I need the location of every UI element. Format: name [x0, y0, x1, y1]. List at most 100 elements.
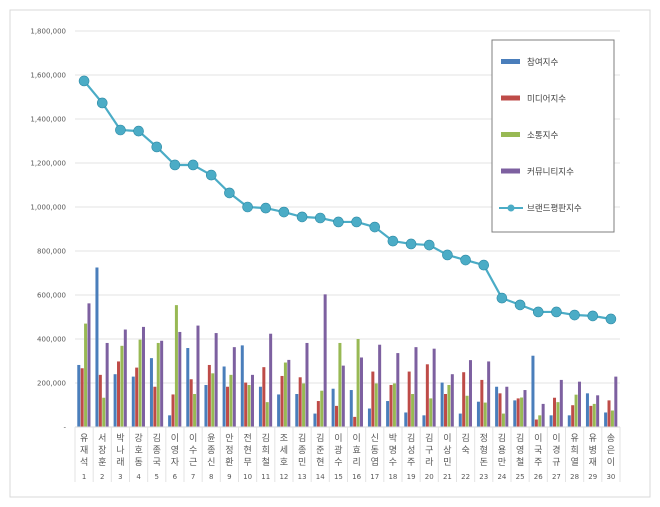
- x-rank-label: 5: [155, 473, 159, 481]
- bar-참여지수-김숙: [458, 413, 462, 427]
- bar-미디어지수-유병재: [589, 405, 593, 427]
- point-이영자: [169, 159, 181, 171]
- bar-참여지수-정형돈: [476, 401, 480, 427]
- x-rank-label: 15: [334, 473, 343, 481]
- point-이광수: [333, 216, 344, 228]
- bar-소통지수-이효리: [356, 339, 360, 427]
- point-이효리: [351, 216, 362, 228]
- bar-참여지수-김성주: [404, 412, 408, 427]
- point-김구라: [423, 239, 435, 251]
- x-rank-label: 11: [261, 473, 270, 481]
- bar-소통지수-이영자: [174, 305, 178, 427]
- bar-소통지수-김구라: [429, 398, 433, 427]
- y-tick-label: 1,000,000: [30, 204, 66, 212]
- point-조세호: [278, 206, 290, 218]
- bar-미디어지수-박나래: [117, 361, 121, 427]
- legend-label: 참여지수: [527, 57, 558, 68]
- bar-미디어지수-정형돈: [480, 379, 484, 427]
- bar-참여지수-안정환: [222, 366, 226, 427]
- y-tick-label: 200,000: [37, 380, 66, 388]
- legend-swatch-커뮤니티지수: [501, 168, 520, 174]
- y-tick-label: 600,000: [37, 292, 66, 300]
- bar-소통지수-김성주: [411, 394, 415, 427]
- bar-미디어지수-유재석: [80, 368, 84, 427]
- bar-커뮤니티지수-유희열: [577, 381, 581, 427]
- bar-커뮤니티지수-김종민: [305, 342, 309, 427]
- bar-소통지수-유재석: [84, 323, 88, 427]
- point-윤종신: [205, 169, 217, 181]
- point-안정환: [224, 187, 235, 199]
- x-rank-label: 20: [425, 473, 434, 481]
- y-tick-label: 1,600,000: [30, 72, 66, 80]
- legend-label: 미디어지수: [527, 94, 566, 105]
- bar-참여지수-김종국: [149, 358, 153, 427]
- bar-참여지수-송은이: [604, 412, 608, 427]
- x-rank-label: 29: [588, 473, 597, 481]
- x-rank-label: 26: [534, 473, 543, 481]
- point-이수근: [187, 159, 199, 171]
- bar-참여지수-신동엽: [367, 408, 371, 427]
- bar-소통지수-윤종신: [211, 373, 215, 427]
- bar-소통지수-정형돈: [483, 402, 487, 427]
- legend-label: 브랜드평판지수: [527, 203, 582, 214]
- point-김용만: [496, 292, 508, 304]
- bar-미디어지수-신동엽: [371, 371, 375, 427]
- x-rank-label: 27: [552, 473, 561, 481]
- bar-소통지수-송은이: [610, 410, 614, 427]
- legend-marker: [507, 204, 515, 212]
- bar-미디어지수-김영철: [516, 398, 520, 427]
- x-rank-label: 24: [497, 473, 506, 481]
- point-김희철: [260, 202, 272, 214]
- bar-소통지수-강호동: [138, 339, 142, 427]
- bar-커뮤니티지수-이영자: [178, 331, 182, 427]
- bar-참여지수-김구라: [422, 415, 426, 427]
- point-박나래: [115, 124, 126, 136]
- bar-참여지수-이국주: [531, 355, 535, 427]
- bar-커뮤니티지수-김구라: [432, 348, 436, 427]
- bar-소통지수-김숙: [465, 395, 469, 427]
- bar-소통지수-김영철: [520, 397, 524, 427]
- bar-미디어지수-김종국: [153, 386, 157, 427]
- bar-소통지수-김희철: [265, 402, 269, 427]
- point-송은이: [605, 313, 617, 325]
- point-김준현: [314, 212, 326, 224]
- bar-커뮤니티지수-정형돈: [487, 361, 491, 427]
- bar-참여지수-조세호: [277, 394, 281, 427]
- y-tick-label: 800,000: [37, 248, 66, 256]
- bar-소통지수-이국주: [538, 415, 542, 427]
- bar-커뮤니티지수-서장훈: [105, 342, 109, 427]
- point-강호동: [133, 125, 144, 137]
- x-rank-label: 8: [209, 473, 213, 481]
- bar-커뮤니티지수-이광수: [341, 365, 345, 427]
- bar-소통지수-전현무: [247, 384, 251, 427]
- bar-커뮤니티지수-김용만: [505, 386, 509, 427]
- legend-label: 커뮤니티지수: [527, 167, 574, 178]
- x-rank-label: 7: [191, 473, 195, 481]
- legend-swatch-소통지수: [501, 132, 520, 137]
- bar-미디어지수-박명수: [389, 384, 393, 427]
- bar-미디어지수-서장훈: [98, 374, 102, 427]
- bar-커뮤니티지수-박명수: [396, 353, 400, 427]
- x-rank-label: 6: [173, 473, 178, 481]
- bar-커뮤니티지수-강호동: [141, 326, 145, 427]
- bar-미디어지수-김종민: [298, 377, 302, 427]
- point-신동엽: [369, 221, 381, 233]
- bar-참여지수-이상민: [440, 382, 444, 427]
- point-김숙: [460, 254, 471, 266]
- bar-참여지수-이효리: [349, 390, 353, 427]
- bar-참여지수-박명수: [386, 401, 390, 427]
- x-rank-label: 13: [298, 473, 307, 481]
- point-서장훈: [96, 97, 108, 109]
